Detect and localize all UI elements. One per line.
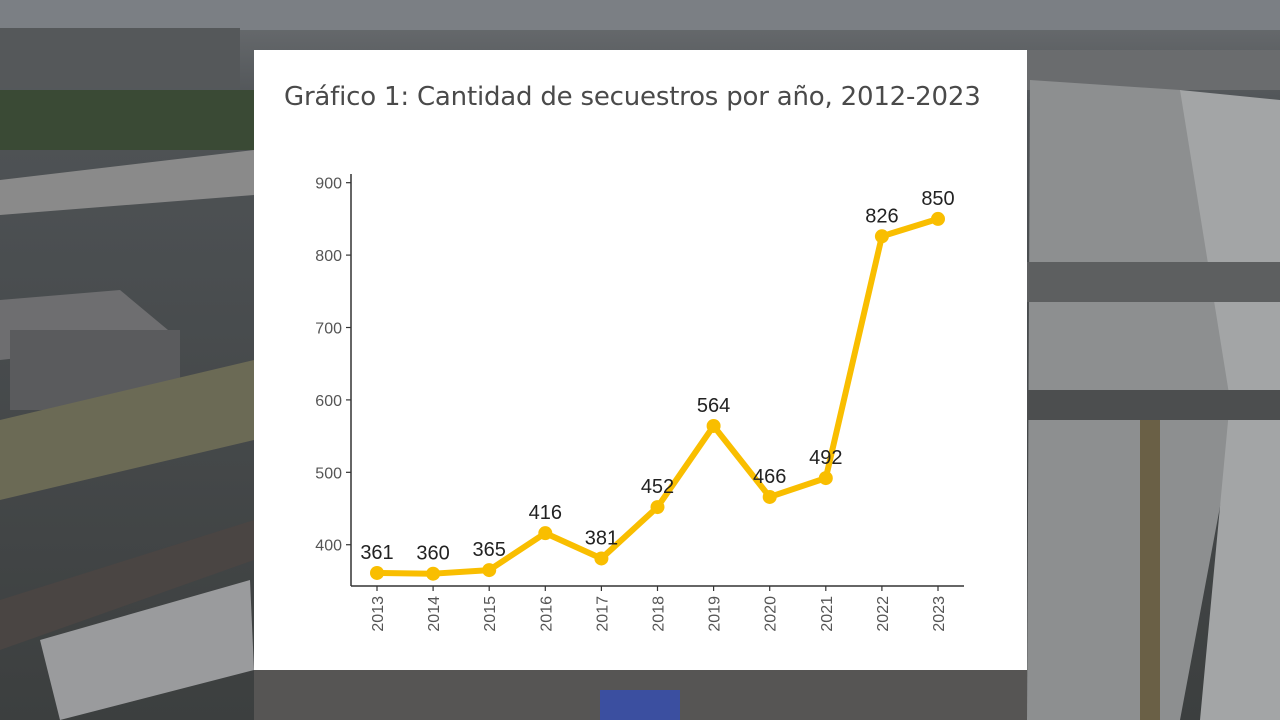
y-tick-label: 800 xyxy=(315,248,342,265)
data-point xyxy=(931,211,945,226)
data-label: 466 xyxy=(753,466,786,488)
y-tick-label: 500 xyxy=(315,465,342,482)
data-label: 452 xyxy=(641,476,674,498)
data-point xyxy=(594,551,609,566)
x-tick-label: 2015 xyxy=(482,596,499,632)
data-label: 564 xyxy=(697,395,730,417)
data-labels: 361 360 365 416 381 452 564 466 492 826 850 xyxy=(360,188,954,565)
x-tick-label: 2017 xyxy=(594,596,611,632)
data-point xyxy=(650,500,665,515)
data-label: 850 xyxy=(921,188,954,210)
data-label: 360 xyxy=(416,543,449,565)
series-line xyxy=(374,215,941,577)
series-line-path xyxy=(374,215,941,577)
data-label: 826 xyxy=(865,205,898,227)
data-point xyxy=(482,563,497,578)
x-tick-label: 2018 xyxy=(651,596,668,632)
y-tick-label: 700 xyxy=(315,321,342,338)
data-point xyxy=(426,566,441,581)
data-label: 416 xyxy=(529,502,562,524)
chart-title: Gráfico 1: Cantidad de secuestros por añ… xyxy=(284,82,981,112)
data-label: 365 xyxy=(473,539,506,561)
data-point xyxy=(762,489,777,504)
x-tick-label: 2013 xyxy=(370,596,387,632)
data-label: 492 xyxy=(809,447,842,469)
data-point xyxy=(818,471,833,486)
data-label: 361 xyxy=(360,542,393,564)
x-tick-label: 2021 xyxy=(819,596,836,632)
x-tick-label: 2022 xyxy=(875,596,892,632)
x-tick-label: 2023 xyxy=(931,596,948,632)
chart-axes xyxy=(350,174,964,587)
data-point xyxy=(370,565,384,580)
y-tick-label: 900 xyxy=(315,176,342,193)
series-points xyxy=(370,211,945,581)
x-tick-label: 2020 xyxy=(763,596,780,632)
x-tick-label: 2014 xyxy=(426,596,443,632)
y-tick-label: 400 xyxy=(315,538,342,555)
data-point xyxy=(538,526,553,541)
x-tick-label: 2016 xyxy=(538,596,555,632)
x-axis-ticks: 2013 2014 2015 2016 2017 2018 2019 2020 2021 2022… xyxy=(370,586,948,632)
data-point xyxy=(706,418,721,433)
y-axis-ticks: 400 500 600 700 800 900 xyxy=(315,176,351,555)
chart-card: Gráfico 1: Cantidad de secuestros por añ… xyxy=(254,50,1027,670)
x-tick-label: 2019 xyxy=(707,596,724,632)
y-tick-label: 600 xyxy=(315,393,342,410)
data-point xyxy=(874,229,889,244)
data-label: 381 xyxy=(585,527,618,549)
